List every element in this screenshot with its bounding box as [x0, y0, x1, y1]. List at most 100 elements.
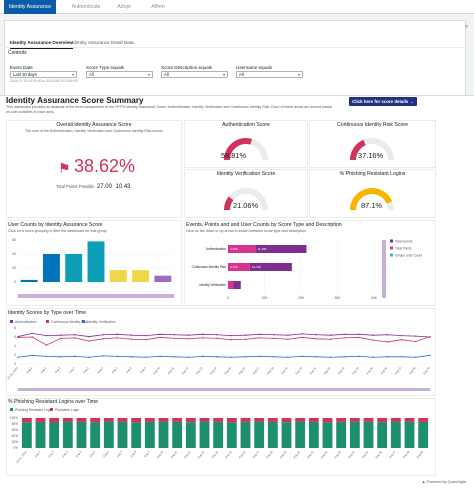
legend-label: Phishable Login	[55, 408, 79, 412]
category-label: Authentication	[206, 247, 226, 251]
events-card	[184, 220, 436, 306]
x-tick-label: Aug 13	[195, 366, 204, 376]
data-point	[159, 333, 161, 335]
data-point	[273, 337, 275, 340]
data-point	[102, 338, 104, 340]
bar-segment	[255, 245, 307, 253]
nav-tab-affirm[interactable]: Affirm	[151, 4, 165, 10]
bar-segment	[117, 421, 128, 448]
data-point	[344, 337, 346, 339]
bar-segment	[158, 418, 169, 422]
controls-heading[interactable]: Controls	[4, 47, 466, 57]
x-tick-label: Aug 6	[102, 450, 110, 459]
bar-segment	[363, 421, 374, 448]
data-point	[415, 356, 417, 358]
data-point	[358, 333, 360, 335]
score-details-button[interactable]: Click here for score details →	[349, 97, 417, 106]
x-tick-label: Aug 20	[292, 450, 301, 460]
bar-segment	[49, 422, 60, 448]
data-point	[31, 354, 33, 357]
legend-swatch	[46, 320, 49, 323]
x-tick-label: Aug 2	[47, 450, 55, 459]
bar-segment	[213, 418, 224, 422]
bar-segment	[144, 418, 155, 422]
x-tick-label: Aug 17	[252, 366, 261, 376]
nav-tab-authenticate[interactable]: Authenticate	[71, 4, 101, 10]
username-select[interactable]: All ▾	[236, 71, 303, 78]
phishing-chart[interactable]: Phishing Resistant Login Phishable Login 0…	[6, 404, 436, 476]
bar-segment	[281, 422, 292, 448]
identity-scores-chart[interactable]: Authentication Continuous Identity Risk Id…	[6, 316, 436, 396]
score-description-select[interactable]: All ▾	[161, 71, 228, 78]
bar-segment	[390, 421, 401, 448]
bar-segment	[308, 421, 319, 448]
x-tick-label: 40K	[371, 296, 378, 300]
x-tick-label: Aug 27	[394, 366, 403, 376]
legend-swatch	[390, 239, 393, 243]
subtab-detail-data[interactable]: Identity Assurance Detail Data	[72, 40, 134, 45]
data-point	[88, 335, 90, 338]
y-tick-label: 0%	[13, 446, 18, 450]
data-point	[244, 338, 247, 340]
y-tick-label: 40	[12, 252, 16, 256]
bar-segment	[228, 263, 250, 271]
control-score-type: Score Type equals All ▾	[86, 65, 153, 78]
gauge-fill	[350, 139, 366, 161]
bar-segment	[228, 281, 234, 289]
points-possible-label: Total Points Possible	[56, 184, 95, 189]
data-point	[59, 356, 62, 358]
filter-icon[interactable]: ▿	[464, 24, 468, 30]
subtab-overview[interactable]: Identity Assurance Overview	[10, 38, 73, 49]
bar-segment	[254, 421, 265, 448]
data-point	[315, 356, 318, 358]
x-tick-label: Aug 4	[68, 366, 76, 375]
score-type-select[interactable]: All ▾	[86, 71, 153, 78]
data-point	[145, 339, 147, 341]
data-point	[173, 334, 175, 336]
data-point	[329, 356, 332, 358]
gauge-title: % Phishing Resistant Logins	[339, 171, 406, 177]
user-counts-title: User Counts by Identity Assurance Score	[8, 222, 103, 228]
data-point	[258, 337, 261, 339]
data-point	[400, 339, 403, 341]
data-point	[315, 334, 318, 336]
powered-by-footer: ▲ Powered by QuickSight	[421, 480, 466, 484]
data-point	[187, 334, 190, 336]
data-point	[59, 334, 62, 336]
x-tick-label: Aug 5	[88, 450, 96, 459]
legend-swatch	[390, 246, 393, 250]
data-point	[415, 340, 417, 343]
control-username: Username equals All ▾	[236, 65, 303, 78]
bar-segment	[76, 418, 87, 422]
x-tick-label: Aug 7	[110, 366, 118, 375]
y-tick-label: 0	[14, 280, 16, 284]
overall-score-title: Overall Identity Assurance Score	[56, 122, 132, 128]
nav-tab-identity-assurance[interactable]: Identity Assurance	[4, 0, 56, 14]
bar-segment	[144, 421, 155, 448]
bar-segment	[240, 421, 251, 448]
gauge-title: Authentication Score	[222, 122, 270, 128]
bar-segment	[377, 418, 388, 423]
event-date-select[interactable]: Last 30 days ▾	[10, 71, 77, 78]
x-tick-label: Aug 24	[351, 366, 360, 376]
bar-segment	[281, 418, 292, 423]
data-point	[258, 333, 261, 335]
nav-tab-adopt[interactable]: Adopt	[117, 4, 131, 10]
events-title: Events, Points and and User Counts by Sc…	[186, 222, 342, 228]
bar-segment	[404, 418, 415, 422]
bar-segment	[62, 421, 73, 448]
legend-swatch	[10, 320, 13, 323]
data-point	[358, 355, 360, 358]
overall-score-card[interactable]	[6, 120, 182, 218]
x-tick-label: Aug 9	[143, 450, 151, 459]
data-point	[429, 335, 431, 338]
user-counts-chart[interactable]: 0 20 40 60	[6, 234, 182, 306]
events-chart[interactable]: 0 10K 20K 30K 40K Authentication 4.40K 11.49K Co…	[184, 234, 436, 306]
bar-segment	[226, 422, 237, 448]
y-tick-label: 0	[14, 362, 16, 366]
bar-segment	[35, 421, 46, 448]
scrollbar	[382, 240, 386, 298]
identity-scores-title: Identity Scores by Type over Time	[8, 310, 87, 316]
y-tick-label: 8	[14, 326, 16, 330]
